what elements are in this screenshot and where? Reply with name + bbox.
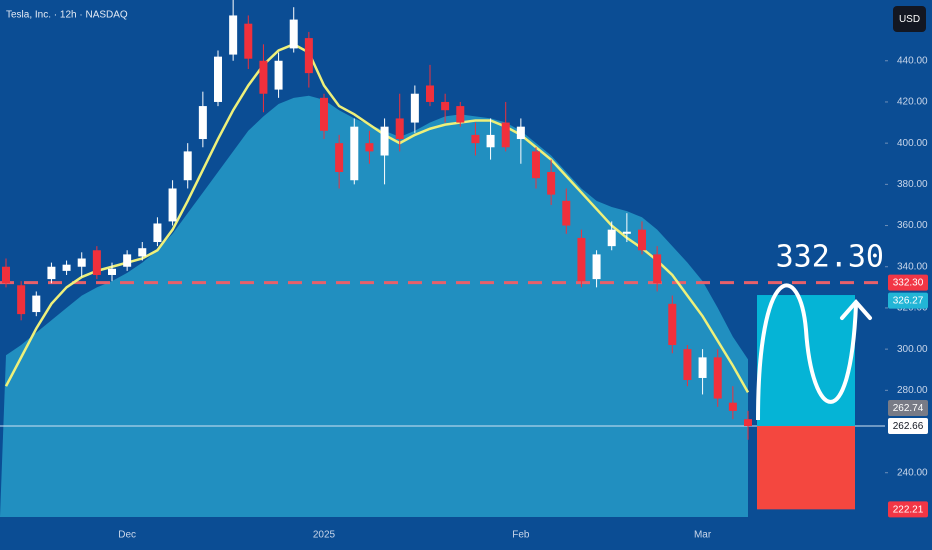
projection-arrowhead [840, 298, 872, 320]
stop-zone [757, 426, 855, 510]
candle-body [244, 23, 253, 59]
currency-button[interactable] [893, 6, 926, 32]
candle-body [441, 101, 450, 111]
candle-body [486, 134, 495, 148]
candle-body [516, 126, 525, 140]
candle-body [183, 151, 192, 181]
candle-body [365, 143, 374, 152]
y-tick-label: 400.00 [897, 138, 928, 149]
candle-body [577, 237, 586, 282]
chart-title: Tesla, Inc. · 12h · NASDAQ [6, 10, 128, 21]
candle-body [335, 143, 344, 172]
candle-body [17, 285, 26, 315]
price-label: 222.21 [893, 504, 924, 515]
candle-body [668, 303, 677, 346]
candle-body [622, 231, 631, 234]
candle-body [123, 254, 132, 267]
candle-body [592, 254, 601, 280]
candle-body [229, 15, 238, 55]
y-tick-label: 420.00 [897, 97, 928, 108]
candle-body [108, 268, 116, 275]
candle-body [259, 60, 268, 94]
candle-layer [2, 0, 752, 440]
candle-body [274, 60, 283, 90]
candle-body [168, 188, 177, 222]
candle-body [47, 266, 56, 280]
candle-body [32, 295, 41, 313]
candle-body [92, 250, 101, 275]
projection-curve [756, 283, 858, 421]
candle-body [77, 258, 86, 267]
price-label: 326.27 [893, 296, 924, 307]
candle-body [501, 122, 510, 148]
currency-label[interactable]: USD [899, 14, 920, 25]
candle-body [547, 171, 556, 195]
y-tick-label: 240.00 [897, 467, 928, 478]
x-tick-label: Dec [118, 530, 136, 541]
y-tick-label: 300.00 [897, 344, 928, 355]
candle-body [744, 419, 752, 427]
x-tick-label: 2025 [313, 530, 336, 541]
candle-body [653, 254, 662, 284]
price-label-bg [888, 292, 928, 309]
candle-body [638, 229, 646, 251]
candle-body [198, 106, 207, 140]
price-annotation: 332.30 [776, 240, 884, 275]
y-tick-label: 340.00 [897, 261, 928, 272]
band-area [0, 95, 748, 518]
candle-body [62, 264, 71, 271]
candle-body [214, 56, 222, 102]
candle-body [562, 200, 571, 226]
candle-body [713, 357, 722, 399]
y-tick-label: 440.00 [897, 55, 928, 66]
y-tick-label: 360.00 [897, 220, 928, 231]
price-label-bg [888, 274, 928, 291]
axis-layer: 240.00280.00300.00320.00340.00360.00380.… [118, 55, 928, 540]
candle-body [395, 118, 404, 140]
band-layer [0, 95, 748, 518]
price-label: 262.74 [893, 403, 924, 414]
candle-body [2, 266, 10, 284]
price-label: 332.30 [893, 278, 924, 289]
candle-body [138, 248, 147, 257]
candle-body [304, 38, 313, 74]
price-label: 262.66 [893, 421, 924, 432]
candle-body [350, 126, 359, 181]
candle-body [289, 19, 298, 49]
candle-body [683, 349, 692, 381]
x-tick-label: Feb [512, 530, 530, 541]
candle-body [153, 223, 162, 243]
price-label-bg [888, 501, 928, 518]
position-layer [757, 295, 855, 510]
price-label-bg [888, 418, 928, 435]
candle-body [471, 134, 480, 144]
candle-body [410, 93, 419, 123]
x-tick-label: Mar [694, 530, 712, 541]
candle-body [607, 229, 616, 247]
candle-body [698, 357, 707, 378]
price-label-bg [888, 400, 928, 417]
candle-body [728, 402, 737, 411]
y-tick-label: 280.00 [897, 385, 928, 396]
candle-body [426, 85, 434, 102]
candle-body [320, 97, 328, 131]
y-tick-label: 380.00 [897, 179, 928, 190]
candle-body [380, 126, 389, 156]
candle-body [456, 106, 465, 123]
candle-body [532, 151, 540, 179]
